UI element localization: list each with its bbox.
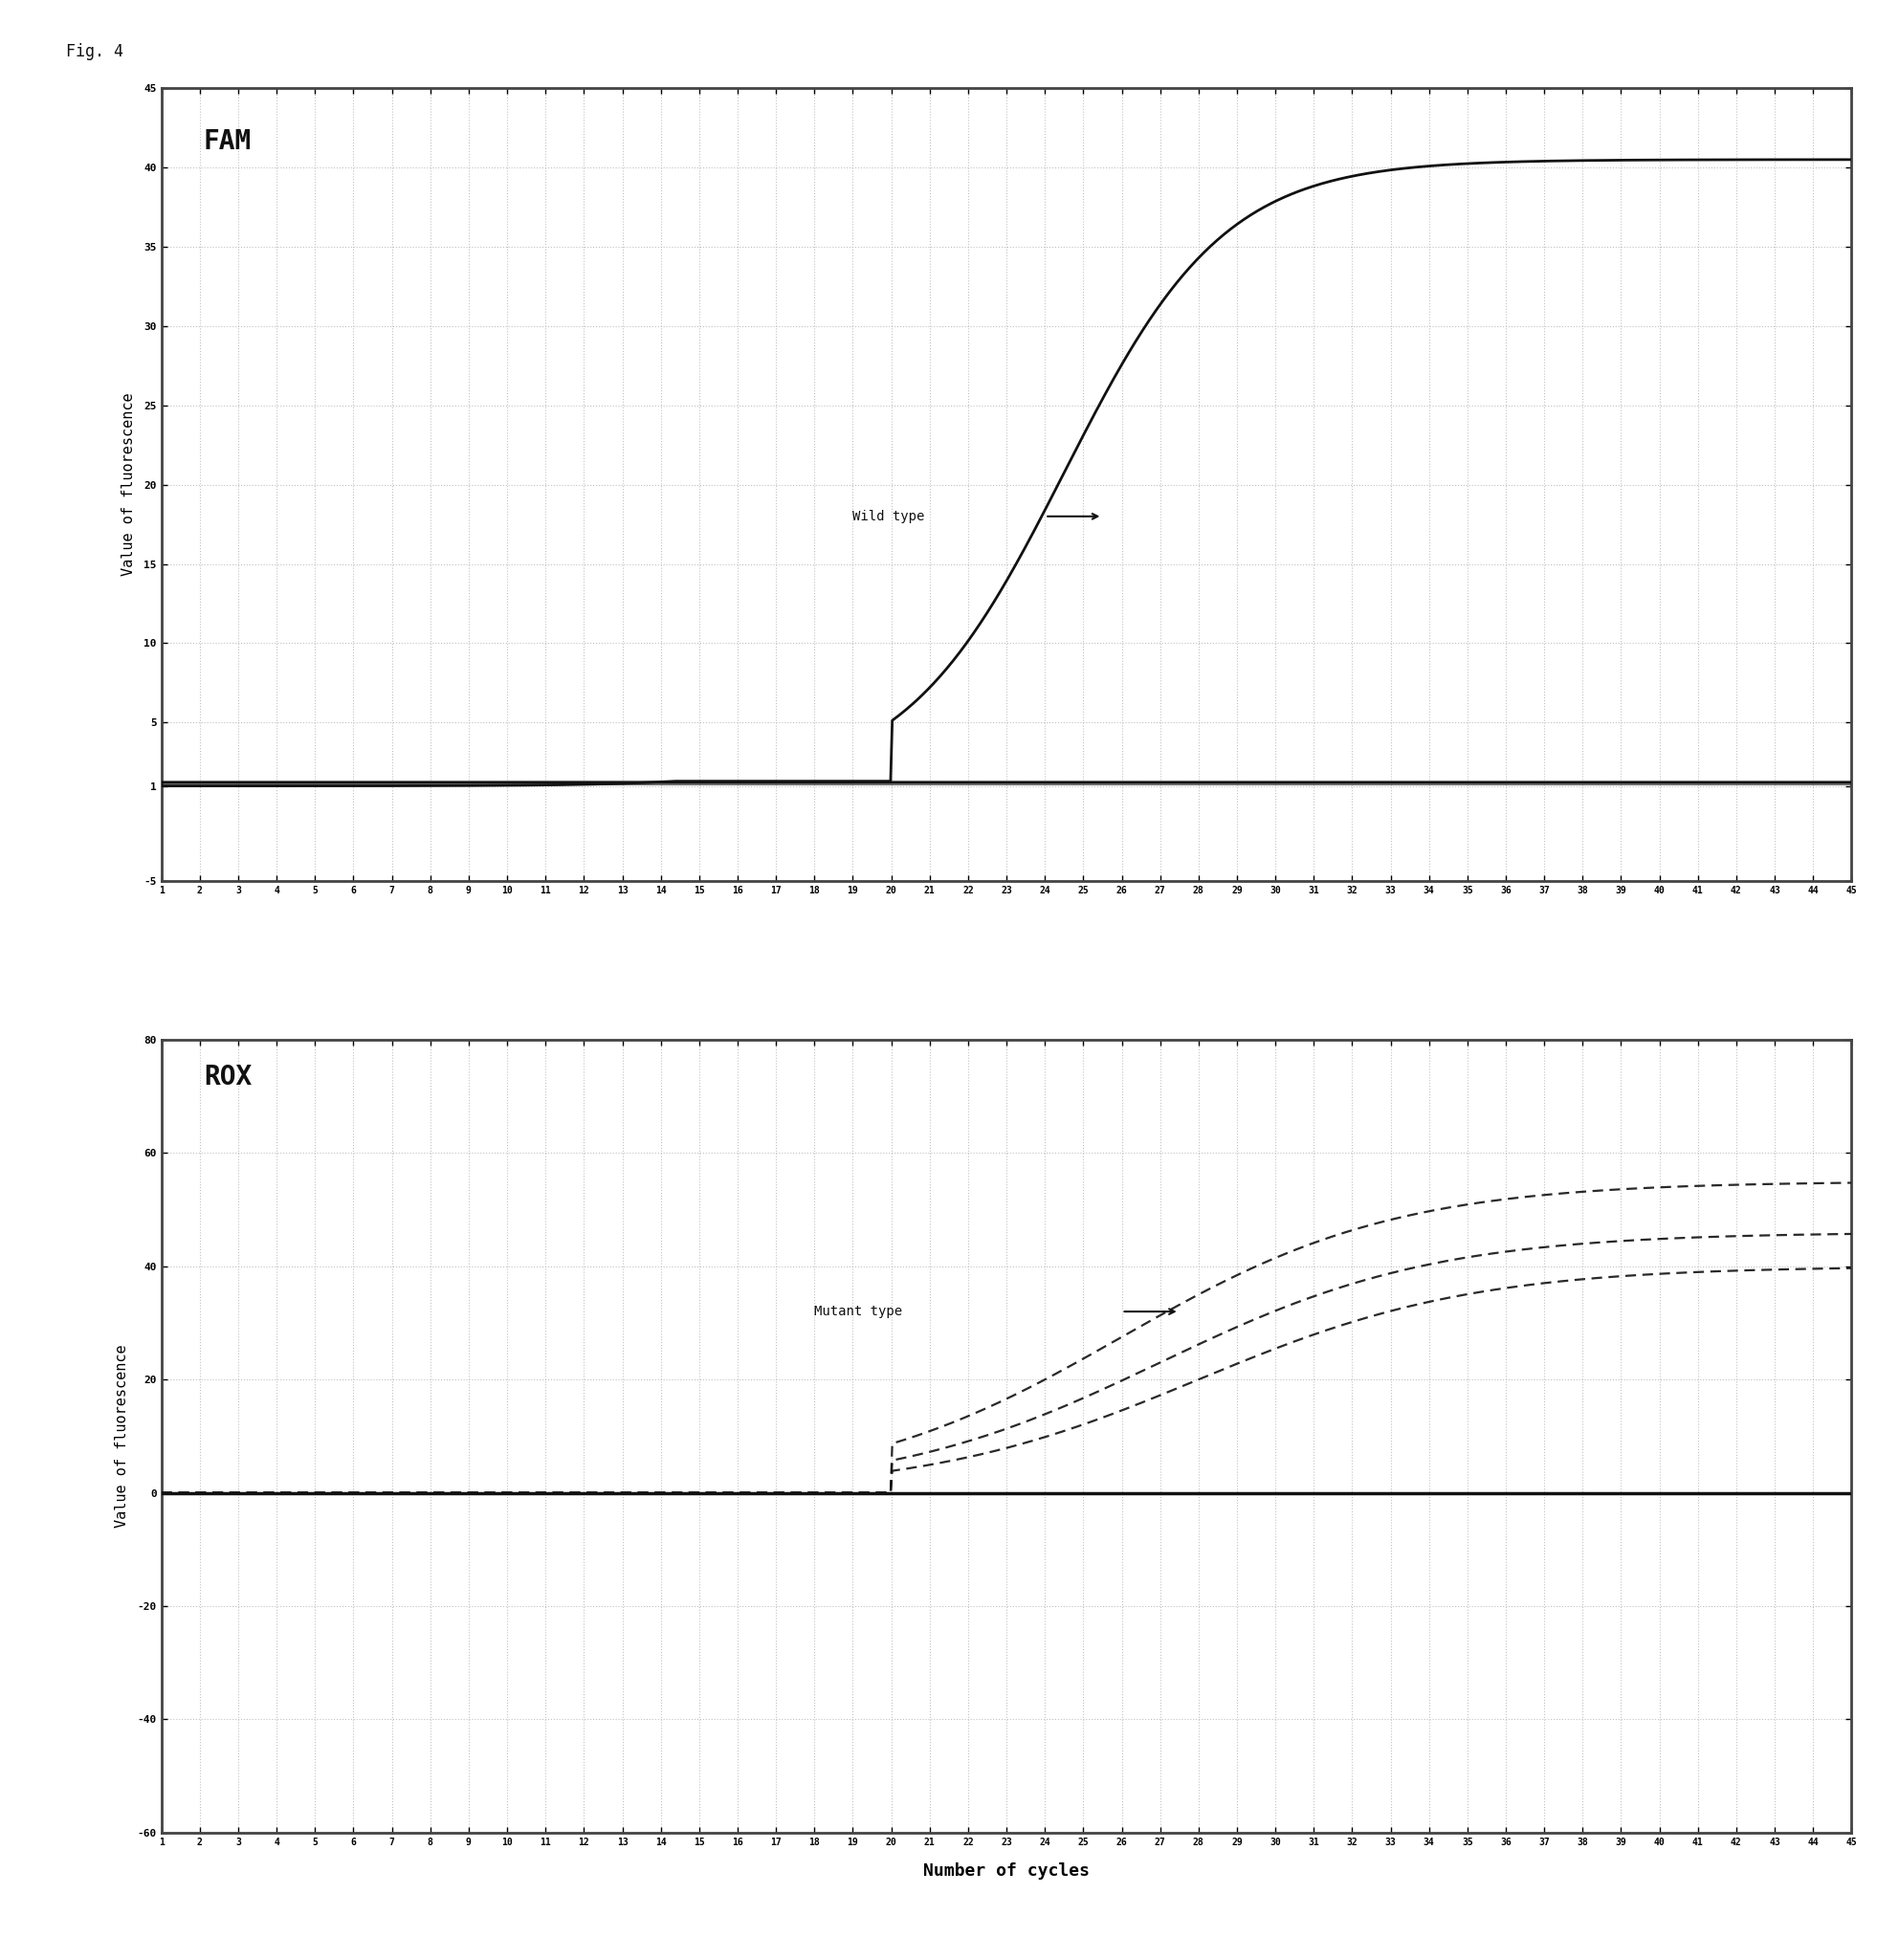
Text: Mutant type: Mutant type [815, 1305, 902, 1319]
Text: ROX: ROX [203, 1064, 253, 1090]
Y-axis label: Value of fluorescence: Value of fluorescence [116, 1345, 129, 1527]
X-axis label: Number of cycles: Number of cycles [923, 1862, 1090, 1880]
Text: Wild type: Wild type [853, 510, 925, 523]
Text: FAM: FAM [203, 127, 253, 155]
Y-axis label: Value of fluorescence: Value of fluorescence [122, 394, 137, 576]
Text: Fig. 4: Fig. 4 [66, 43, 123, 61]
